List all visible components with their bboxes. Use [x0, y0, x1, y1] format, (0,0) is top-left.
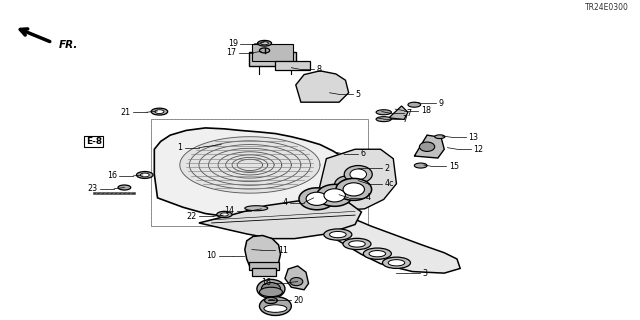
Text: 7: 7 [402, 115, 407, 124]
Bar [275, 61, 310, 70]
Polygon shape [285, 266, 308, 290]
Text: 10: 10 [206, 252, 216, 260]
Ellipse shape [217, 211, 232, 218]
Text: 11: 11 [278, 246, 288, 255]
Text: 12: 12 [474, 145, 484, 154]
Ellipse shape [349, 241, 365, 247]
Text: 20: 20 [294, 296, 304, 305]
Ellipse shape [260, 42, 268, 45]
Ellipse shape [259, 48, 269, 53]
Ellipse shape [323, 185, 351, 203]
Text: 14: 14 [225, 206, 235, 215]
Text: 21: 21 [120, 108, 130, 117]
Text: 5: 5 [356, 90, 361, 99]
Bar [248, 52, 296, 66]
Ellipse shape [329, 188, 346, 199]
Text: 4c: 4c [385, 179, 394, 188]
Polygon shape [245, 236, 280, 270]
Ellipse shape [155, 110, 164, 114]
Polygon shape [314, 212, 460, 273]
Text: E-8: E-8 [86, 137, 102, 146]
Ellipse shape [364, 248, 392, 259]
Polygon shape [154, 128, 358, 217]
Ellipse shape [136, 172, 153, 179]
Bar [252, 268, 276, 276]
Ellipse shape [151, 108, 168, 115]
Ellipse shape [324, 189, 346, 202]
Text: 7: 7 [406, 109, 412, 118]
Text: 9: 9 [438, 99, 444, 108]
Ellipse shape [383, 257, 410, 268]
Ellipse shape [221, 213, 228, 216]
Ellipse shape [343, 238, 371, 250]
Ellipse shape [335, 176, 363, 193]
Ellipse shape [261, 283, 280, 295]
Text: 4: 4 [365, 193, 371, 202]
Ellipse shape [259, 297, 291, 316]
Polygon shape [180, 137, 320, 193]
Text: FR.: FR. [59, 40, 78, 50]
Polygon shape [199, 201, 362, 239]
Ellipse shape [118, 185, 131, 190]
Ellipse shape [376, 116, 392, 122]
Text: 6: 6 [361, 149, 366, 158]
Text: 8: 8 [316, 65, 321, 74]
Ellipse shape [369, 251, 386, 257]
Text: 3: 3 [422, 268, 428, 278]
Ellipse shape [414, 163, 427, 168]
Ellipse shape [264, 297, 277, 304]
Text: 2: 2 [385, 164, 390, 172]
Bar [151, 119, 368, 226]
Ellipse shape [343, 183, 364, 196]
Ellipse shape [290, 277, 303, 286]
Ellipse shape [435, 135, 445, 139]
Ellipse shape [388, 260, 404, 266]
Ellipse shape [259, 287, 282, 297]
Bar [248, 262, 279, 270]
Polygon shape [296, 71, 349, 102]
Text: 22: 22 [186, 212, 196, 221]
Text: 13: 13 [468, 133, 479, 142]
Ellipse shape [264, 305, 287, 312]
Ellipse shape [324, 229, 352, 240]
Text: 4: 4 [282, 198, 287, 207]
Ellipse shape [140, 173, 149, 177]
Text: 16: 16 [262, 278, 271, 287]
Ellipse shape [245, 206, 268, 211]
Ellipse shape [299, 188, 335, 210]
Ellipse shape [350, 169, 367, 180]
Ellipse shape [317, 184, 353, 206]
Ellipse shape [340, 179, 357, 190]
Polygon shape [314, 149, 396, 212]
Ellipse shape [376, 110, 392, 115]
Ellipse shape [344, 165, 372, 183]
Ellipse shape [419, 142, 435, 151]
Text: 23: 23 [88, 184, 98, 193]
Ellipse shape [257, 40, 271, 46]
Polygon shape [389, 106, 408, 119]
Text: 15: 15 [449, 162, 459, 171]
Ellipse shape [336, 179, 372, 200]
Ellipse shape [330, 231, 346, 238]
Text: 16: 16 [107, 172, 116, 180]
Bar [252, 44, 293, 61]
Text: TR24E0300: TR24E0300 [585, 3, 629, 12]
Text: 17: 17 [227, 48, 237, 57]
Ellipse shape [257, 279, 285, 298]
Text: 1: 1 [177, 143, 182, 152]
Text: 19: 19 [228, 39, 238, 48]
Ellipse shape [306, 192, 328, 205]
Text: 18: 18 [420, 106, 431, 115]
Polygon shape [414, 135, 444, 158]
Ellipse shape [408, 102, 420, 107]
